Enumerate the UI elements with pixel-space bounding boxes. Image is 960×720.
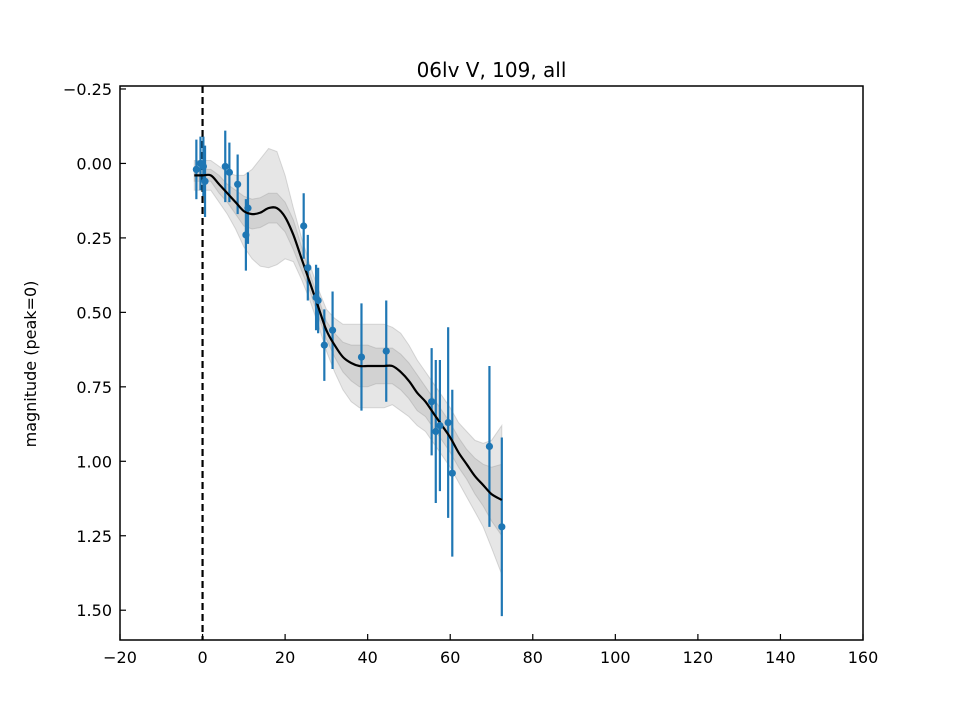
x-tick-label: 20 <box>275 648 295 667</box>
data-point <box>444 418 452 427</box>
y-tick-label: 1.00 <box>76 452 112 471</box>
x-tick-label: 40 <box>357 648 377 667</box>
x-tick-label: 60 <box>440 648 460 667</box>
x-axis: −20 0 20 40 60 80 100 120 140 160 <box>103 634 878 667</box>
x-tick-label: 100 <box>600 648 631 667</box>
data-point <box>428 398 436 406</box>
x-tick-label: 140 <box>765 648 796 667</box>
y-tick-label: 0.50 <box>76 303 112 322</box>
x-tick-label: 160 <box>848 648 879 667</box>
data-point <box>234 180 242 188</box>
y-tick-label: 0.25 <box>76 229 112 248</box>
y-tick-label: 1.25 <box>76 527 112 546</box>
x-tick-label: 0 <box>197 648 207 667</box>
x-tick-label: −20 <box>103 648 137 667</box>
y-tick-label: 1.50 <box>76 601 112 620</box>
data-point <box>192 165 200 173</box>
data-point <box>242 231 250 239</box>
y-tick-label: −0.25 <box>63 80 112 99</box>
data-points <box>192 159 506 531</box>
data-point <box>432 427 440 436</box>
chart-title: 06lv V, 109, all <box>417 58 567 82</box>
y-axis: −0.25 0.00 0.25 0.50 0.75 1.00 1.25 1.50 <box>63 80 126 620</box>
data-point <box>448 469 456 477</box>
fit-curve <box>194 173 503 501</box>
data-point <box>436 421 444 430</box>
fit-curve-group <box>194 173 503 501</box>
data-point <box>201 177 209 185</box>
data-point <box>485 442 494 450</box>
data-point <box>244 204 252 212</box>
x-tick-label: 80 <box>523 648 543 667</box>
data-point <box>225 168 233 176</box>
data-point <box>314 296 322 305</box>
x-tick-label: 120 <box>683 648 714 667</box>
plot-frame <box>119 85 864 641</box>
data-point <box>498 523 506 531</box>
y-axis-label: magnitude (peak=0) <box>21 281 40 448</box>
y-tick-label: 0.75 <box>76 378 112 397</box>
data-point <box>199 162 207 171</box>
data-point <box>357 353 366 361</box>
y-tick-label: 0.00 <box>76 154 112 173</box>
data-point <box>300 222 308 230</box>
data-point <box>304 264 312 272</box>
data-point <box>320 341 328 349</box>
data-point <box>382 347 390 355</box>
data-point <box>328 326 337 334</box>
data-point <box>221 162 229 171</box>
